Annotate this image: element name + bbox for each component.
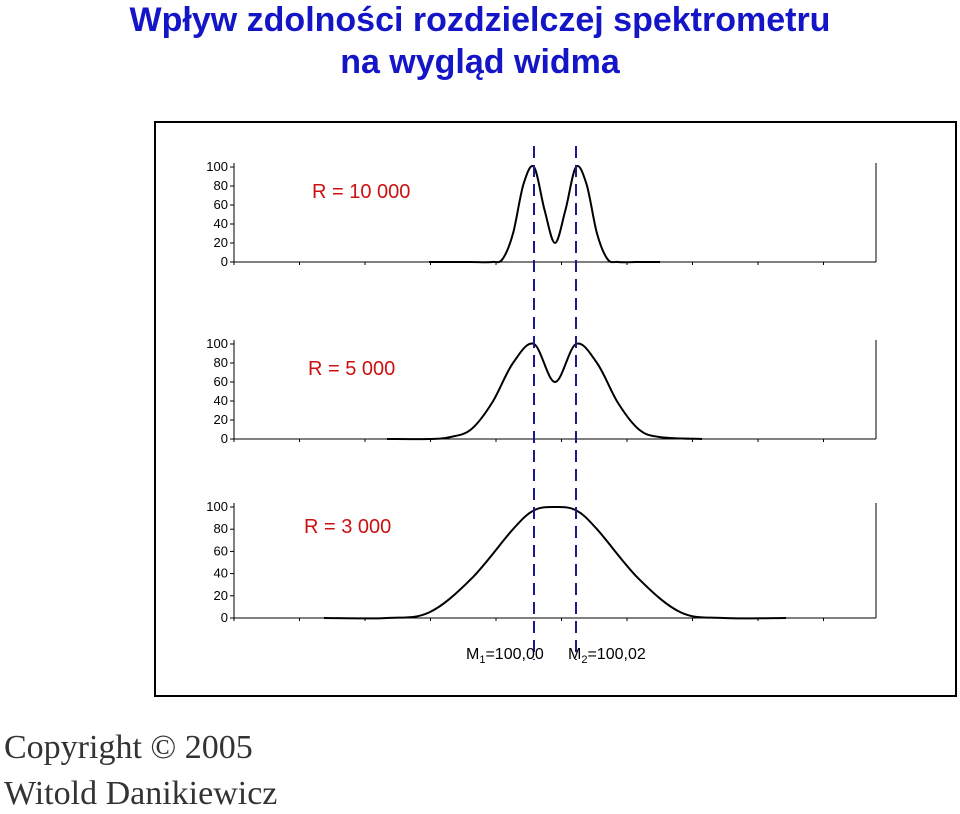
author-line: Witold Danikiewicz bbox=[4, 775, 278, 812]
page-subtitle: na wygląd widma bbox=[340, 43, 620, 81]
y-tick-label: 80 bbox=[214, 178, 228, 193]
y-tick-label: 80 bbox=[214, 355, 228, 370]
y-tick-label: 20 bbox=[214, 235, 228, 250]
resolution-label: R = 10 000 bbox=[312, 181, 410, 203]
resolution-label: R = 5 000 bbox=[308, 358, 395, 380]
mass-label-m2: M2=100,02 bbox=[568, 646, 646, 666]
y-tick-label: 40 bbox=[214, 566, 228, 581]
y-tick-label: 0 bbox=[221, 610, 228, 625]
y-tick-label: 100 bbox=[206, 499, 228, 514]
plot-frame bbox=[154, 121, 957, 697]
mass-label-m1: M1=100,00 bbox=[466, 646, 544, 666]
page-title: Wpływ zdolności rozdzielczej spektrometr… bbox=[129, 1, 831, 39]
y-tick-label: 80 bbox=[214, 521, 228, 536]
y-tick-label: 40 bbox=[214, 393, 228, 408]
y-tick-label: 20 bbox=[214, 588, 228, 603]
y-tick-label: 0 bbox=[221, 431, 228, 446]
spectrum-curve bbox=[429, 165, 660, 264]
y-tick-label: 60 bbox=[214, 543, 228, 558]
y-tick-label: 0 bbox=[221, 254, 228, 269]
y-tick-label: 60 bbox=[214, 374, 228, 389]
y-tick-label: 100 bbox=[206, 336, 228, 351]
y-tick-label: 100 bbox=[206, 159, 228, 174]
y-tick-label: 20 bbox=[214, 412, 228, 427]
y-tick-label: 60 bbox=[214, 197, 228, 212]
resolution-label: R = 3 000 bbox=[304, 516, 391, 538]
spectrum-curve bbox=[386, 342, 703, 441]
y-tick-label: 40 bbox=[214, 216, 228, 231]
spectrum-curve bbox=[323, 505, 787, 620]
copyright-line: Copyright © 2005 bbox=[4, 729, 253, 766]
